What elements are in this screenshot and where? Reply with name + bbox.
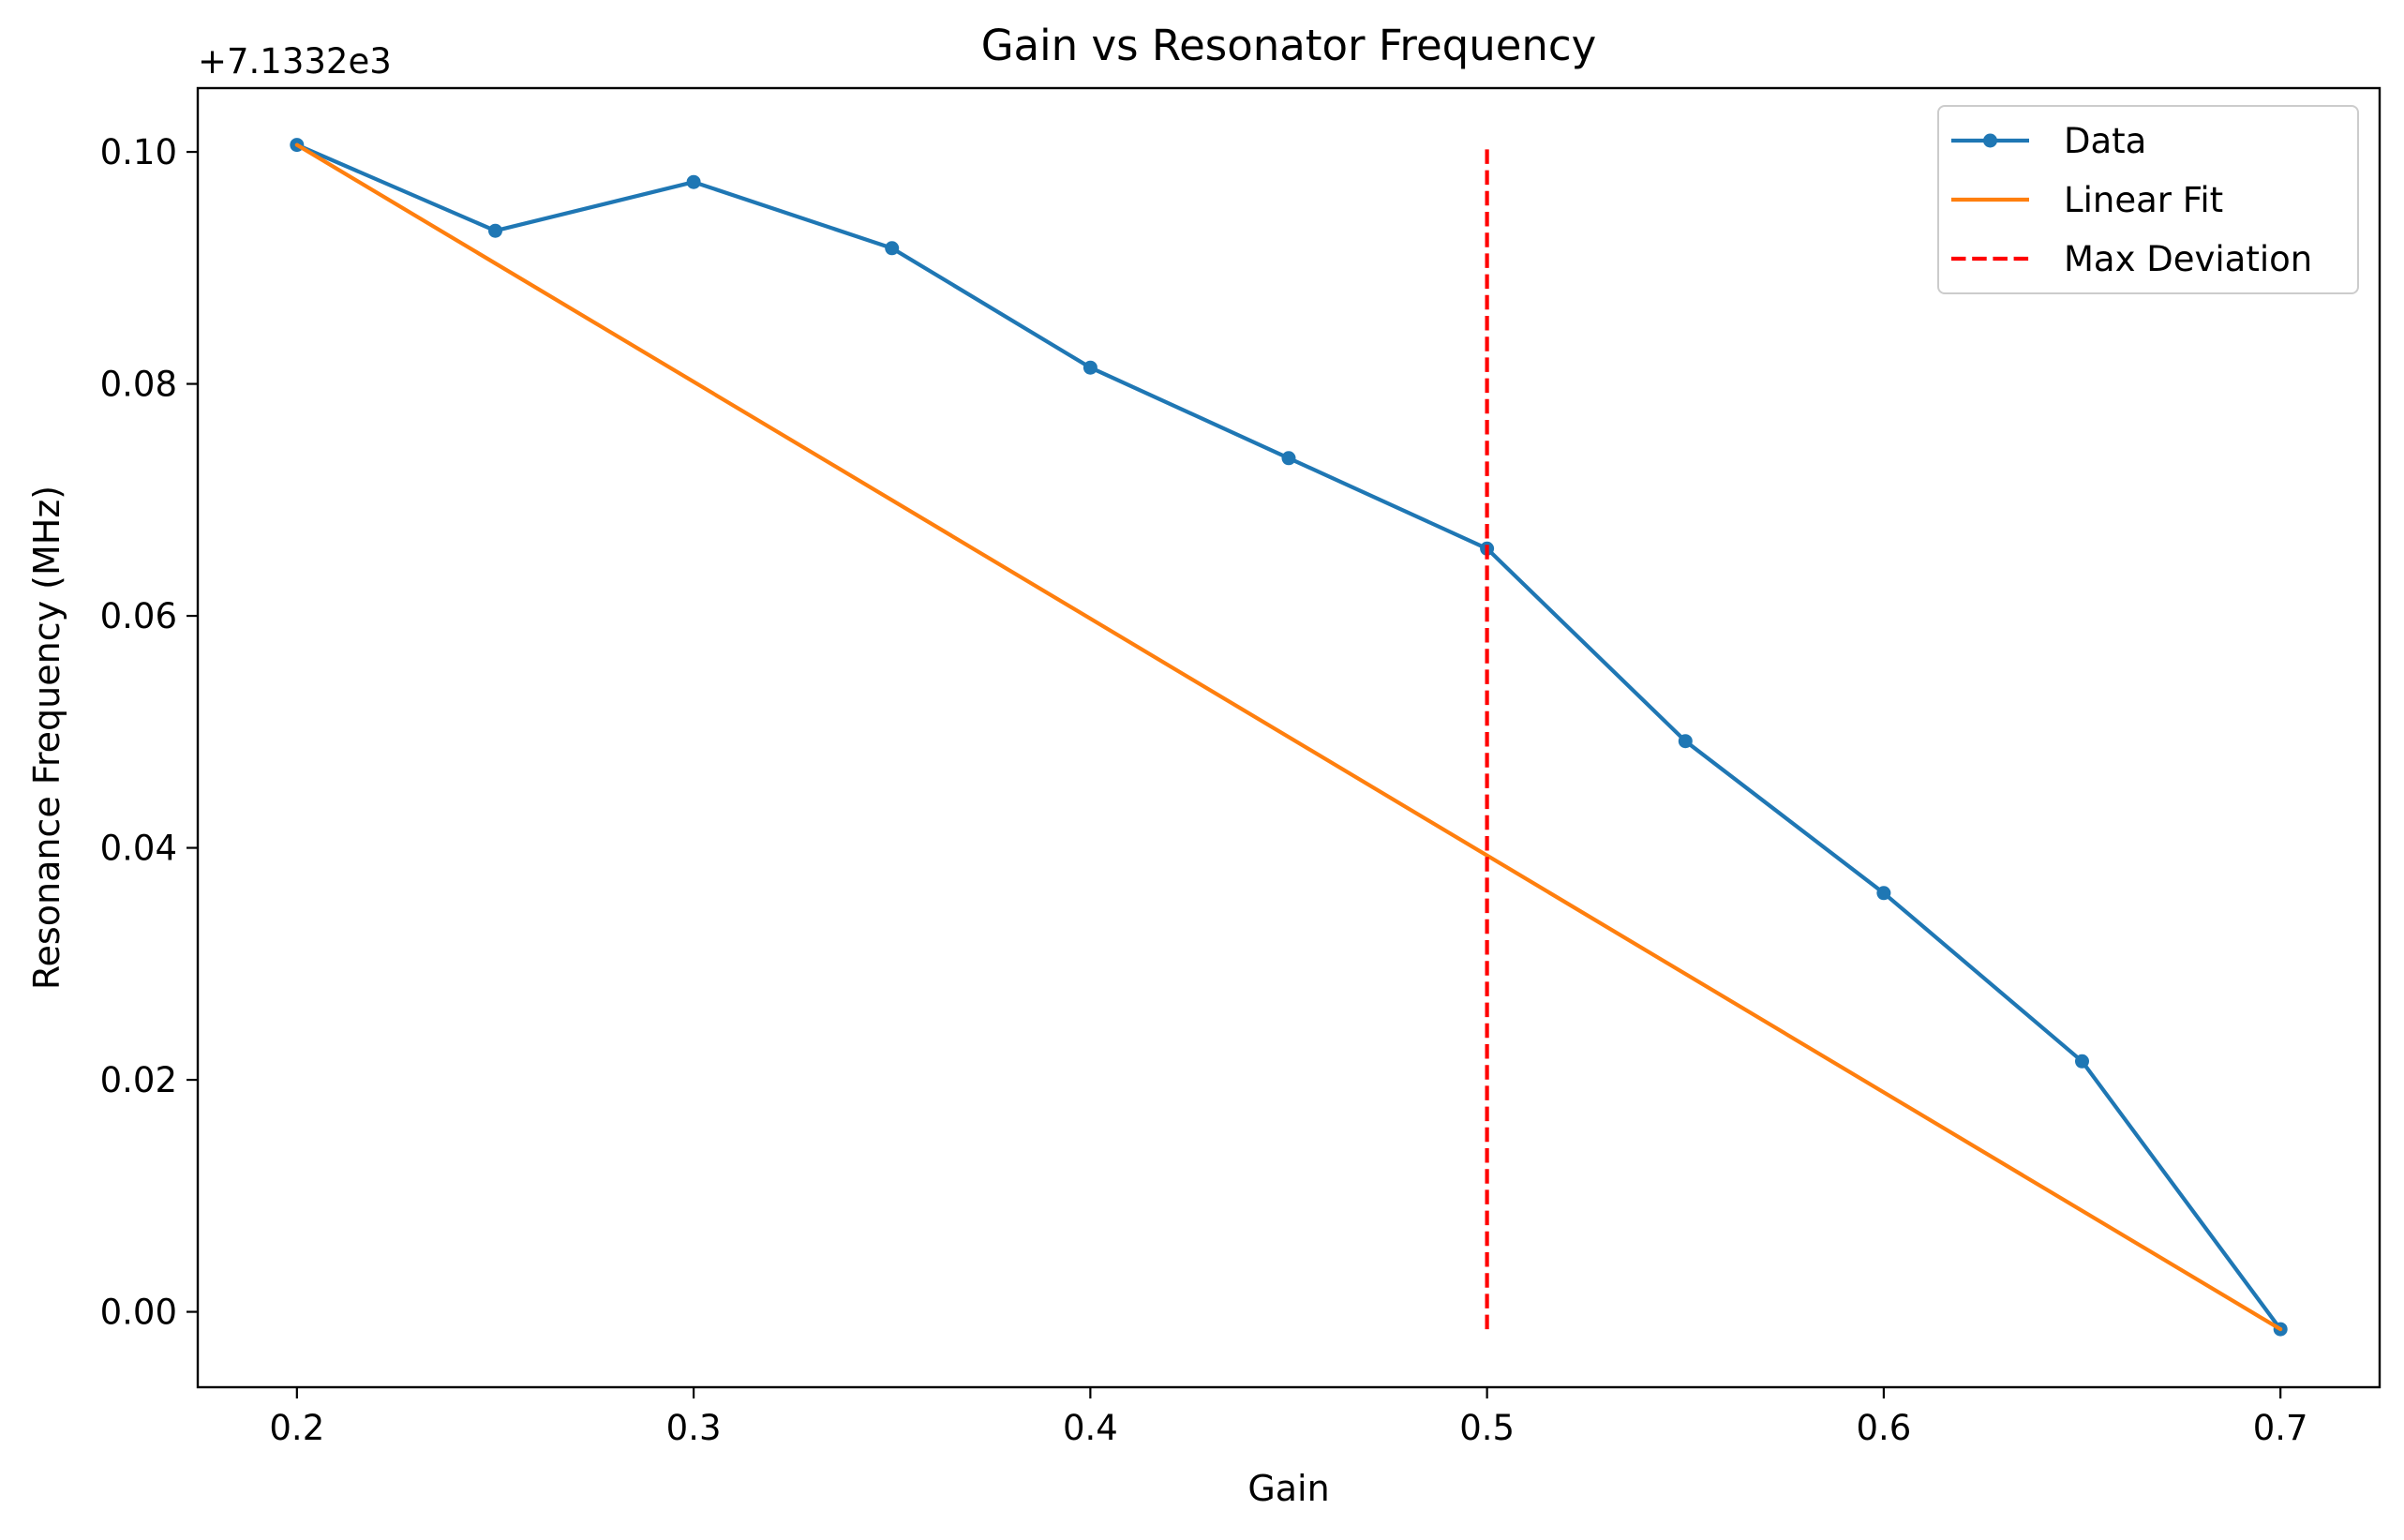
data-point [2075, 1054, 2089, 1069]
x-tick-label: 0.5 [1459, 1408, 1515, 1448]
y-tick-label: 0.00 [100, 1293, 177, 1333]
data-point [1282, 451, 1296, 465]
legend-label: Max Deviation [2064, 239, 2312, 279]
y-tick-label: 0.10 [100, 132, 177, 172]
data-point [687, 175, 701, 189]
legend-label: Data [2064, 121, 2146, 161]
legend: Data Linear Fit Max Deviation [1938, 106, 2358, 293]
x-tick-label: 0.4 [1063, 1408, 1118, 1448]
x-tick-label: 0.7 [2253, 1408, 2308, 1448]
y-tick-label: 0.08 [100, 365, 177, 405]
x-tick-label: 0.3 [666, 1408, 722, 1448]
data-point [1876, 886, 1890, 900]
x-axis-label: Gain [1247, 1468, 1329, 1509]
data-point [488, 224, 502, 238]
y-tick-label: 0.04 [100, 829, 177, 869]
y-tick-label: 0.02 [100, 1060, 177, 1100]
data-point [1083, 361, 1097, 375]
legend-marker [1983, 134, 1997, 148]
chart-title: Gain vs Resonator Frequency [981, 21, 1597, 70]
x-tick-label: 0.2 [269, 1408, 324, 1448]
legend-label: Linear Fit [2064, 180, 2223, 220]
y-axis-offset-label: +7.1332e3 [198, 41, 392, 82]
y-axis-label: Resonance Frequency (MHz) [26, 486, 67, 990]
data-point [1679, 734, 1693, 748]
data-point [885, 241, 899, 255]
x-tick-label: 0.6 [1856, 1408, 1911, 1448]
y-tick-label: 0.06 [100, 596, 177, 636]
